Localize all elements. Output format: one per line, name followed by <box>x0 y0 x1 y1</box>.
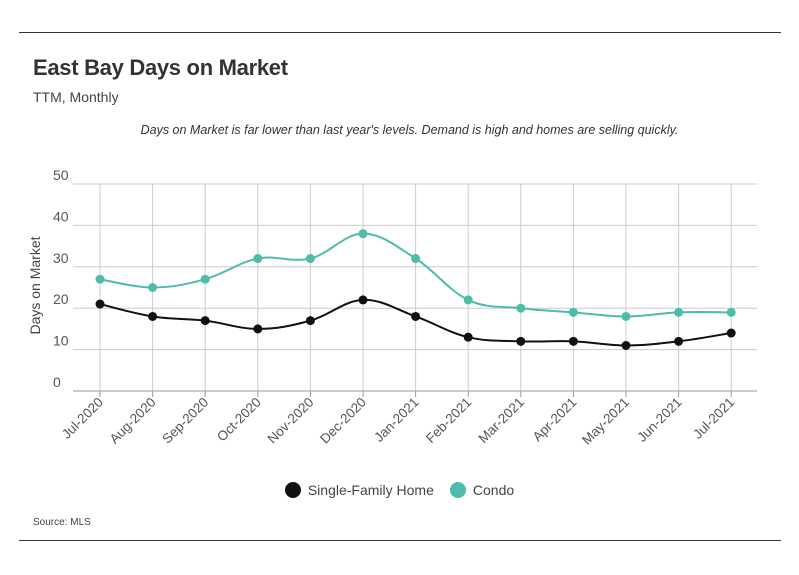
x-tick-label: Nov-2020 <box>265 395 317 447</box>
y-tick-label: 20 <box>53 291 69 307</box>
legend: Single-Family Home Condo <box>0 482 799 498</box>
data-point-single-family <box>305 316 315 326</box>
legend-label-condo: Condo <box>472 482 515 498</box>
x-tick-label: Feb-2021 <box>423 395 474 446</box>
x-tick-label: Jan-2021 <box>371 395 421 445</box>
data-point-condo <box>568 307 578 317</box>
legend-marker-condo <box>449 482 466 498</box>
data-point-condo <box>463 295 473 305</box>
data-point-single-family <box>726 328 736 338</box>
data-point-condo <box>621 311 631 321</box>
x-tick-label: Oct-2020 <box>214 395 264 445</box>
chart-title: East Bay Days on Market <box>33 55 288 80</box>
data-point-single-family <box>200 316 210 326</box>
data-point-condo <box>148 283 158 292</box>
data-point-condo <box>516 303 526 313</box>
x-tick-label: Dec-2020 <box>317 395 369 447</box>
y-tick-label: 10 <box>53 333 69 349</box>
x-tick-label: Jun-2021 <box>634 395 684 445</box>
x-tick-label: Mar-2021 <box>475 395 526 446</box>
x-tick-label: May-2021 <box>579 395 632 448</box>
data-point-single-family <box>148 311 158 321</box>
x-tick-label: Apr-2021 <box>530 395 580 445</box>
x-tick-label: Sep-2020 <box>159 395 211 447</box>
data-point-condo <box>253 254 263 264</box>
data-point-single-family <box>621 340 631 350</box>
legend-item-condo: Condo <box>449 482 515 498</box>
data-point-single-family <box>674 336 684 346</box>
y-tick-label: 50 <box>53 167 69 183</box>
bottom-rule <box>19 540 781 541</box>
data-point-single-family <box>568 336 578 346</box>
legend-marker-single-family <box>284 482 301 498</box>
top-rule <box>19 32 781 33</box>
data-point-single-family <box>253 324 263 334</box>
x-tick-label: Aug-2020 <box>107 395 159 447</box>
x-tick-label: Jul-2021 <box>690 395 737 442</box>
source-note: Source: MLS <box>33 517 91 528</box>
chart-note: Days on Market is far lower than last ye… <box>140 123 679 137</box>
y-axis-label: Days on Market <box>27 236 43 334</box>
x-tick-label: Jul-2020 <box>59 395 106 442</box>
data-point-condo <box>95 274 105 284</box>
data-point-condo <box>726 307 736 317</box>
data-point-condo <box>200 274 210 284</box>
y-tick-label: 30 <box>53 250 69 266</box>
data-point-single-family <box>411 311 421 321</box>
data-point-single-family <box>516 336 526 346</box>
chart-subtitle: TTM, Monthly <box>33 89 119 105</box>
data-point-condo <box>358 229 368 239</box>
data-point-single-family <box>358 295 368 305</box>
legend-label-single-family: Single-Family Home <box>307 482 434 498</box>
data-point-condo <box>674 307 684 317</box>
legend-item-single-family: Single-Family Home <box>284 482 434 498</box>
data-point-single-family <box>463 332 473 342</box>
data-point-condo <box>305 254 315 264</box>
data-point-condo <box>411 254 421 264</box>
y-tick-label: 0 <box>53 374 61 390</box>
data-point-single-family <box>95 299 105 309</box>
y-tick-label: 40 <box>53 208 69 224</box>
